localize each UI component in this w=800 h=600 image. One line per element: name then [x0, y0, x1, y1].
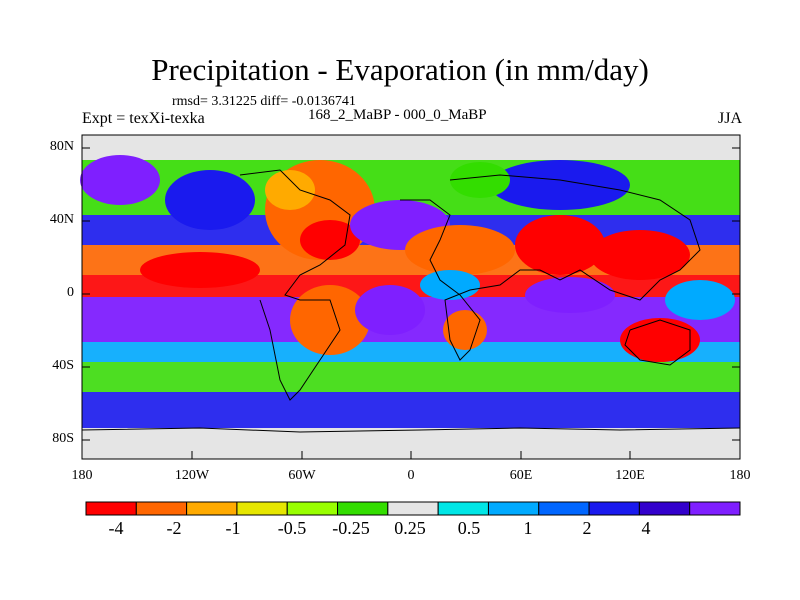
region-south-africa	[443, 310, 487, 350]
lat-label-80n: 80N	[49, 139, 74, 154]
colorbar-label: 4	[641, 518, 651, 538]
lat-tick-marks	[82, 147, 740, 441]
colorbar-swatch	[588, 501, 640, 516]
colorbar-label: -2	[166, 518, 182, 538]
region-australia	[620, 318, 700, 362]
lon-label-120e: 120E	[615, 468, 645, 483]
region-south-america	[290, 285, 370, 355]
lon-label-180w: 180	[71, 468, 93, 483]
map-panel	[80, 134, 741, 460]
colorbar-swatch	[186, 501, 238, 516]
lon-tick-marks	[81, 451, 741, 459]
lon-label-0: 0	[407, 468, 415, 483]
coastline-afro-eurasia	[400, 174, 701, 361]
region-north-pacific	[80, 155, 160, 205]
colorbar-swatch	[437, 501, 489, 516]
region-eurasia	[490, 160, 630, 210]
band-southern-ocean	[82, 392, 740, 428]
colorbar-label: -0.25	[332, 518, 370, 538]
colorbar-swatch	[487, 501, 540, 516]
experiment-label: Expt = texXi-texka	[82, 110, 205, 127]
run-comparison-label: 168_2_MaBP - 000_0_MaBP	[308, 107, 487, 123]
lon-label-120w: 120W	[174, 468, 210, 483]
colorbar-swatch	[85, 501, 137, 516]
region-south-atlantic	[355, 285, 425, 335]
colorbar-label: -4	[108, 518, 124, 538]
lat-label-40s: 40S	[52, 358, 74, 373]
lon-label-60e: 60E	[509, 468, 533, 483]
region-west-pacific	[665, 280, 735, 320]
coastline-americas	[239, 169, 351, 401]
colorbar-label: 1	[523, 518, 533, 538]
colorbar-label: 0.25	[394, 518, 426, 538]
colorbar-label: -1	[225, 518, 241, 538]
colorbar-label: 0.5	[457, 518, 481, 538]
colorbar-swatch	[236, 501, 288, 516]
season-label: JJA	[717, 110, 742, 127]
region-sahara	[405, 225, 515, 275]
region-us	[300, 220, 360, 260]
region-canada	[265, 170, 315, 210]
colorbar-swatch	[689, 501, 741, 516]
coastline-australia	[624, 319, 691, 366]
region-india-china	[590, 230, 690, 280]
colorbar	[85, 501, 741, 516]
lon-label-180e: 180	[729, 468, 751, 483]
colorbar-swatch	[638, 501, 691, 516]
lat-label-40n: 40N	[49, 212, 74, 227]
colorbar-swatch	[538, 501, 590, 516]
region-alaska	[165, 170, 255, 230]
lat-label-0: 0	[67, 285, 74, 300]
colorbar-label: -0.5	[277, 518, 307, 538]
region-east-pacific	[140, 252, 260, 288]
lon-label-60w: 60W	[288, 468, 316, 483]
colorbar-swatch	[387, 501, 439, 516]
band-south-mid	[82, 362, 740, 392]
colorbar-swatch	[337, 501, 389, 516]
region-sahel	[420, 270, 480, 300]
colorbar-swatch	[135, 501, 188, 516]
chart-title: Precipitation - Evaporation (in mm/day)	[151, 52, 649, 87]
region-indian-ocean	[525, 277, 615, 313]
region-europe	[450, 162, 510, 198]
coastline-antarctica	[81, 427, 741, 433]
colorbar-swatch	[286, 501, 339, 516]
colorbar-label: 2	[582, 518, 592, 538]
stats-label: rmsd= 3.31225 diff= -0.0136741	[172, 94, 356, 109]
region-arabia	[515, 215, 605, 275]
lat-label-80s: 80S	[52, 431, 74, 446]
band-south-trop	[82, 342, 740, 362]
